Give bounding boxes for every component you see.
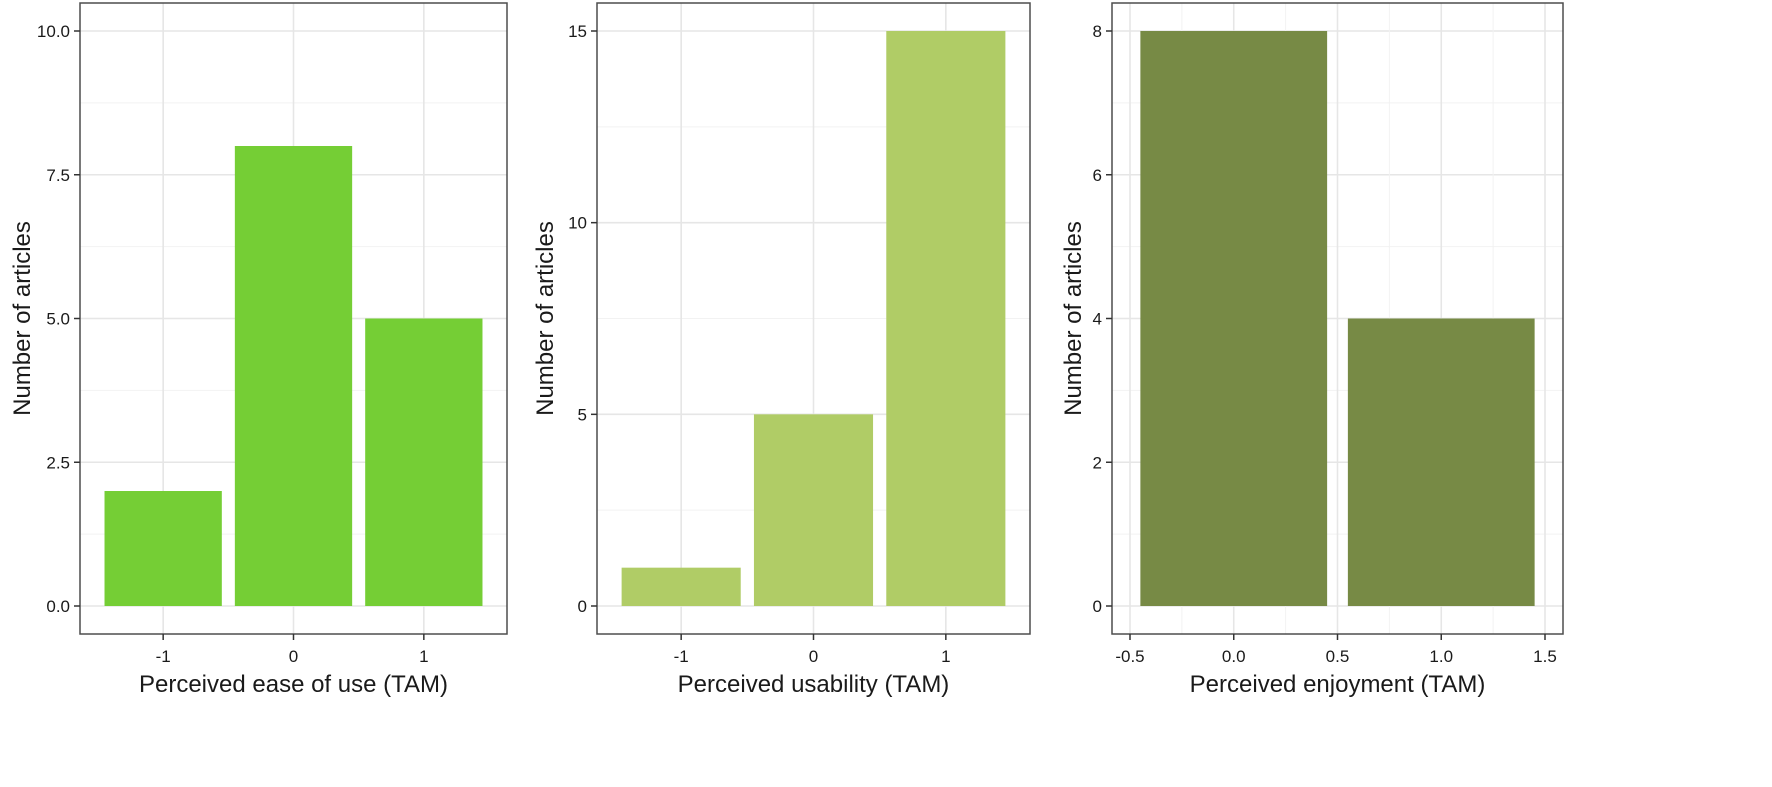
bar-1 [365,318,483,606]
y-tick-label: 2 [1093,453,1102,472]
y-tick-label: 5.0 [46,310,70,329]
y-tick-label: 0.0 [46,597,70,616]
bar-0 [1140,31,1328,606]
x-tick-label: 0 [289,647,298,666]
y-tick-label: 5 [578,405,587,424]
y-axis-title: Number of articles [532,221,559,416]
x-tick-label: 1 [419,647,428,666]
y-tick-label: 0 [1093,597,1102,616]
bar--1 [621,567,741,606]
y-tick-label: 4 [1093,310,1102,329]
y-axis-title: Number of articles [9,221,36,416]
y-axis-title: Number of articles [1060,221,1087,416]
x-tick-label: 0.0 [1222,647,1246,666]
x-tick-label: 0.5 [1326,647,1350,666]
x-tick-label: -0.5 [1115,647,1144,666]
bar-0 [234,146,353,606]
chart-panel-3: 0 2 4 6 8 -0.5 0.0 0.5 1.0 1.5 Perceived enjoyment… [1060,2,1564,698]
y-tick-label: 0 [578,597,587,616]
y-tick-label: 2.5 [46,453,70,472]
x-axis-title: Perceived ease of use (TAM) [139,671,448,698]
y-tick-label: 15 [568,22,587,41]
bar-0 [753,414,874,606]
y-tick-label: 10 [568,214,587,233]
y-tick-label: 6 [1093,166,1102,185]
x-axis-title: Perceived usability (TAM) [678,671,950,698]
chart-panel-2: 0 5 10 15 -1 0 1 Perceived usability (TAM) Numbe… [532,2,1031,698]
x-tick-label: 1.0 [1429,647,1453,666]
bar-1 [1347,318,1535,606]
x-axis-title: Perceived enjoyment (TAM) [1190,671,1486,698]
y-tick-label: 8 [1093,22,1102,41]
y-tick-label: 10.0 [37,22,70,41]
x-tick-label: -1 [156,647,171,666]
chart-panel-1: 0.0 2.5 5.0 7.5 10.0 -1 0 1 Perceived ease of us… [9,2,508,698]
x-tick-label: 0 [809,647,818,666]
y-tick-label: 7.5 [46,166,70,185]
x-tick-label: 1 [941,647,950,666]
bar--1 [104,491,222,606]
x-tick-label: 1.5 [1533,647,1557,666]
bar-1 [886,31,1006,606]
x-tick-label: -1 [674,647,689,666]
